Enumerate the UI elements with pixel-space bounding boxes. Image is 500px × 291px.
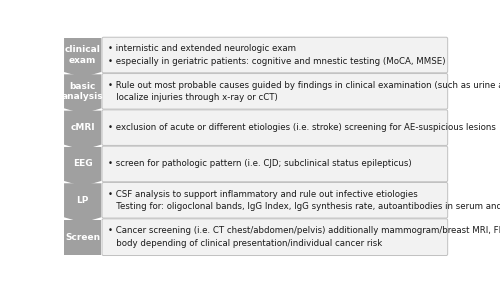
Text: cMRI: cMRI	[70, 123, 95, 132]
Text: Screen: Screen	[65, 233, 100, 242]
Text: • internistic and extended neurologic exam
• especially in geriatric patients: c: • internistic and extended neurologic ex…	[108, 44, 446, 66]
Text: • Rule out most probable causes guided by findings in clinical examination (such: • Rule out most probable causes guided b…	[108, 81, 500, 102]
Text: clinical
exam: clinical exam	[64, 45, 100, 65]
Text: • Cancer screening (i.e. CT chest/abdomen/pelvis) additionally mammogram/breast : • Cancer screening (i.e. CT chest/abdome…	[108, 226, 500, 248]
FancyBboxPatch shape	[102, 110, 448, 146]
Polygon shape	[64, 183, 101, 223]
Polygon shape	[64, 111, 101, 150]
Text: basic
analysis: basic analysis	[62, 81, 104, 101]
Text: LP: LP	[76, 196, 89, 205]
Polygon shape	[64, 147, 101, 186]
Polygon shape	[64, 38, 101, 77]
FancyBboxPatch shape	[102, 219, 448, 255]
FancyBboxPatch shape	[102, 146, 448, 182]
Text: • CSF analysis to support inflammatory and rule out infective etiologies
   Test: • CSF analysis to support inflammatory a…	[108, 189, 500, 211]
Text: EEG: EEG	[73, 159, 92, 168]
Polygon shape	[64, 220, 101, 255]
Text: • screen for pathologic pattern (i.e. CJD; subclinical status epilepticus): • screen for pathologic pattern (i.e. CJ…	[108, 159, 412, 168]
FancyBboxPatch shape	[102, 182, 448, 218]
Text: • exclusion of acute or different etiologies (i.e. stroke) screening for AE-susp: • exclusion of acute or different etiolo…	[108, 123, 496, 132]
FancyBboxPatch shape	[102, 37, 448, 73]
FancyBboxPatch shape	[102, 74, 448, 109]
Polygon shape	[64, 74, 101, 114]
